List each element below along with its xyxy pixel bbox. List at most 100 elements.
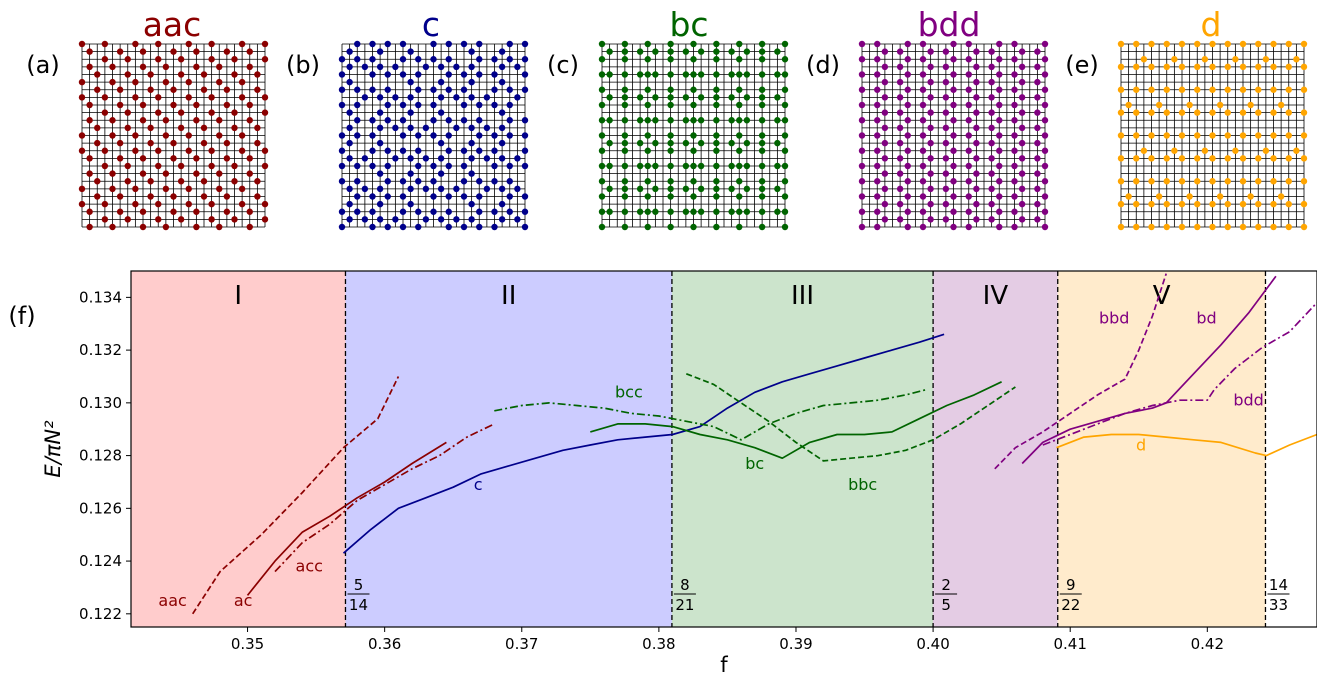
- lattice-dot: [369, 162, 376, 170]
- lattice-dot: [652, 94, 659, 101]
- lattice-dot: [1011, 40, 1018, 48]
- fraction-numerator: 8: [680, 576, 690, 594]
- panel-label: (b): [286, 51, 320, 79]
- lattice-dot: [1224, 86, 1231, 93]
- y-tick-label: 0.126: [79, 499, 122, 517]
- lattice-dot: [621, 162, 629, 170]
- lattice-dot: [155, 94, 162, 101]
- lattice-dot: [682, 162, 690, 170]
- lattice-dot: [521, 193, 529, 200]
- lattice-dot: [667, 71, 674, 78]
- lattice-dot: [904, 101, 911, 109]
- panel-title: bdd: [918, 5, 981, 44]
- lattice-dot: [942, 139, 950, 147]
- lattice-dot: [506, 101, 513, 109]
- lattice-dot: [238, 40, 246, 48]
- lattice-dot: [86, 48, 93, 55]
- lattice-dot: [1194, 200, 1201, 208]
- lattice-dot: [896, 94, 904, 101]
- lattice-dot: [774, 162, 781, 170]
- lattice-dot: [170, 208, 177, 215]
- lattice-dot: [1209, 132, 1216, 139]
- lattice-dot: [177, 124, 185, 132]
- lattice-dot: [988, 185, 995, 193]
- lattice-dot: [858, 223, 866, 231]
- lattice-dot: [1178, 178, 1186, 185]
- lattice-dot: [415, 101, 422, 109]
- lattice-dot: [858, 178, 866, 185]
- lattice-dot: [1041, 101, 1049, 109]
- lattice-dot: [208, 200, 215, 208]
- lattice-dot: [881, 170, 889, 177]
- lattice-dot: [376, 200, 384, 208]
- lattice-dot: [881, 139, 889, 147]
- lattice-dot: [1041, 178, 1049, 185]
- lattice-dot: [453, 124, 460, 132]
- lattice-dot: [1270, 109, 1277, 116]
- lattice-dot: [858, 162, 866, 170]
- lattice-dot: [904, 193, 911, 200]
- lattice-dot: [896, 109, 904, 116]
- series-line-ac: [246, 441, 447, 596]
- lattice-dot: [1178, 132, 1186, 139]
- lattice-dot: [132, 40, 139, 48]
- lattice-dot: [116, 86, 124, 93]
- lattice-dot: [598, 178, 606, 185]
- lattice-dot: [246, 101, 253, 109]
- lattice-dot: [1034, 185, 1041, 193]
- lattice-dot: [743, 117, 751, 124]
- lattice-dot: [758, 208, 766, 215]
- lattice-dot: [1178, 86, 1186, 93]
- lattice-dot: [1155, 101, 1163, 109]
- lattice-dot: [690, 208, 697, 215]
- lattice-dot: [973, 170, 980, 177]
- y-tick-label: 0.124: [79, 552, 122, 570]
- lattice-dot: [94, 193, 101, 200]
- lattice-dot: [1018, 155, 1026, 162]
- lattice-dot: [950, 117, 957, 124]
- lattice-dot: [155, 56, 162, 63]
- lattice-dot: [468, 155, 475, 162]
- lattice-dot: [200, 124, 208, 132]
- region-V: [1057, 271, 1266, 627]
- series-line-acc: [274, 423, 495, 573]
- lattice-dot: [690, 40, 697, 48]
- lattice-dot: [246, 170, 253, 177]
- lattice-dot: [1163, 155, 1170, 162]
- lattice-dot: [743, 185, 751, 193]
- lattice-dot: [369, 208, 376, 215]
- lattice-dot: [781, 132, 789, 139]
- lattice-dot: [124, 216, 131, 223]
- lattice-dot: [506, 40, 513, 48]
- lattice-dot: [874, 162, 881, 170]
- lattice-dot: [713, 185, 720, 193]
- lattice-dot: [904, 117, 911, 124]
- lattice-dot: [736, 40, 743, 48]
- lattice-dot: [1262, 56, 1270, 63]
- lattice-dot: [1148, 86, 1155, 93]
- lattice-dot: [246, 117, 253, 124]
- lattice-dot: [354, 208, 361, 215]
- lattice-dot: [728, 117, 735, 124]
- lattice-dot: [200, 86, 208, 93]
- lattice-dot: [1133, 178, 1140, 185]
- lattice-dot: [124, 56, 131, 63]
- lattice-dot: [1224, 223, 1231, 231]
- lattice-dot: [437, 139, 445, 147]
- lattice-dot: [996, 208, 1003, 215]
- lattice-dot: [1133, 86, 1140, 93]
- fraction-denominator: 5: [941, 596, 951, 614]
- lattice-dot: [1178, 109, 1186, 116]
- lattice-dot: [598, 193, 606, 200]
- lattice-dot: [132, 185, 139, 193]
- lattice-dot: [1178, 223, 1186, 231]
- lattice-dot: [162, 63, 170, 71]
- lattice-dot: [644, 162, 651, 170]
- lattice-dot: [621, 56, 629, 63]
- lattice-dot: [155, 147, 162, 154]
- lattice-dot: [942, 63, 950, 71]
- lattice-dot: [598, 40, 606, 48]
- lattice-dot: [1133, 40, 1140, 48]
- lattice-dot: [758, 86, 766, 93]
- lattice-dot: [781, 101, 789, 109]
